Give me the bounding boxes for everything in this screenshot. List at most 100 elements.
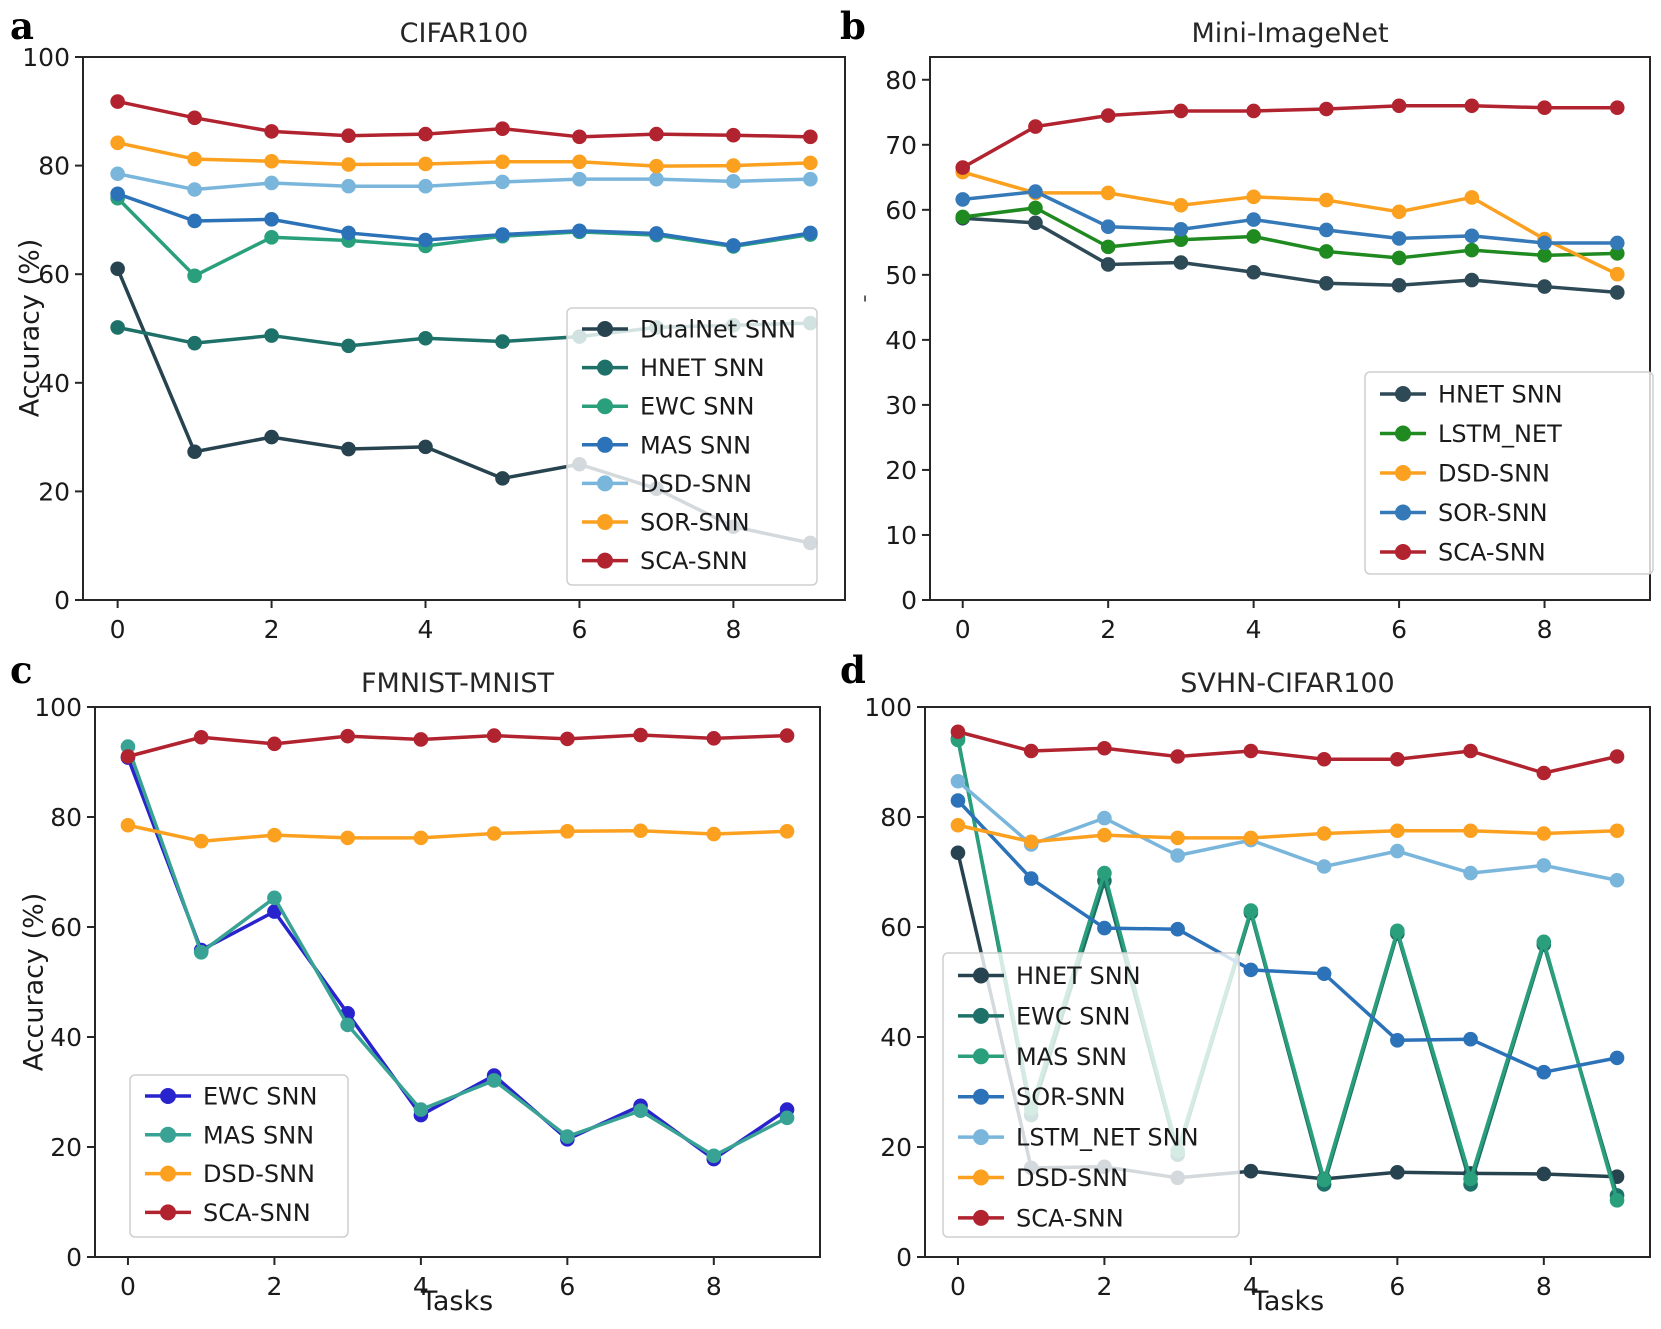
legend-marker-dot [1395,504,1411,521]
data-point-SOR-SNN [1609,1050,1625,1066]
panel-b-plot: 0 10 20 30 40 50 60 70 80 0 2 4 6 8 HNET SNN LSTM_NET DS… [885,56,1654,644]
data-point-MAS-SNN [1536,934,1552,950]
y-tick-label: 60 [880,913,912,942]
data-point-SCA-SNN [1390,751,1405,767]
data-point-SOR-SNN [1173,222,1189,237]
legend-label: DSD-SNN [640,470,752,498]
data-point-HNET-SNN [1100,257,1116,272]
x-tick-label: 8 [706,1272,722,1301]
data-point-DSD-SNN [340,830,355,846]
data-point-MAS-SNN [560,1129,575,1144]
data-point-DSD-SNN [1023,834,1039,850]
data-point-HNET-SNN [1536,1166,1552,1182]
data-point-MAS-SNN [1243,903,1259,918]
series-line-SCA-SNN [956,730,1619,775]
data-point-DualNet-SNN [495,471,510,486]
y-tick-label: 60 [50,913,82,942]
data-point-HNET-SNN [950,845,966,861]
data-point-MAS-SNN [633,1103,648,1118]
data-point-SCA-SNN [341,128,356,144]
data-point-LSTM_NET [1537,248,1552,263]
legend-marker-dot [973,1169,989,1186]
data-point-DSD-SNN [193,833,209,849]
legend-marker-dot [1395,386,1411,402]
x-tick-label: 8 [1537,615,1553,644]
data-point-MAS-SNN [572,223,587,239]
panel-c-plot: 0 20 40 60 80 100 0 2 4 6 8 EWC SNN MAS SNN DSD-SNN SC… [34,693,821,1301]
y-tick-label: 0 [901,586,917,615]
data-point-SOR-SNN [1097,920,1112,936]
legend-marker-dot [1395,465,1411,481]
legend-marker-dot [973,1129,989,1146]
y-tick-label: 20 [880,1133,912,1162]
legend-marker-dot [973,1007,989,1024]
data-point-DSD-SNN [495,174,510,190]
legend-label: EWC SNN [203,1083,317,1111]
data-point-LSTM_NET [955,209,971,225]
data-point-SOR-SNN [1464,228,1480,244]
axes-spines [94,706,821,1258]
data-point-SCA-SNN [264,124,279,139]
data-point-LSTM_NET-SNN [1097,810,1112,826]
y-tick-label: 60 [885,196,917,225]
legend-label: LSTM_NET SNN [1016,1124,1199,1152]
series-line-DSD-SNN [126,823,789,843]
legend-label: SOR-SNN [1016,1083,1126,1111]
data-point-SOR-SNN [264,153,279,169]
x-tick-label: 6 [1391,615,1407,644]
data-point-DSD-SNN [187,182,202,197]
panel-letter-a: a [10,4,34,48]
data-point-SOR-SNN [1023,871,1039,886]
data-point-DSD-SNN [486,826,502,841]
legend-marker-dot [597,321,613,337]
data-point-SOR-SNN [1536,1064,1552,1080]
data-point-DSD-SNN [633,823,648,839]
x-tick-label: 2 [264,615,280,644]
data-point-DSD-SNN [413,830,429,846]
x-tick-label: 0 [955,615,971,644]
y-tick-label: 20 [50,1133,82,1162]
data-point-DSD-SNN [572,171,587,187]
data-point-DSD-SNN [560,824,575,839]
data-point-MAS-SNN [1316,1172,1332,1188]
data-point-HNET-SNN [110,320,125,335]
legend-marker-dot [597,514,613,530]
panel-title-fmnist-mnist: FMNIST-MNIST [361,668,554,699]
x-tick-label: 6 [1389,1272,1405,1301]
legend-label: SCA-SNN [203,1199,311,1227]
legend-label: LSTM_NET [1438,420,1562,448]
legend-label: HNET SNN [640,354,765,382]
x-tick-label: 2 [1100,615,1116,644]
legend-label: SCA-SNN [1016,1204,1124,1232]
data-point-EWC-SNN [264,229,279,245]
data-point-SCA-SNN [950,724,966,740]
data-point-DSD-SNN [1316,826,1332,841]
legend-marker-dot [160,1204,176,1221]
data-point-SCA-SNN [803,129,818,145]
data-point-SCA-SNN [1319,101,1334,117]
data-point-DSD-SNN [1536,826,1552,841]
legend-label: SOR-SNN [1438,499,1548,527]
data-point-SCA-SNN [1243,743,1259,759]
series-line-SOR-SNN [960,189,1620,245]
data-point-DSD-SNN [1463,823,1478,839]
data-point-SCA-SNN [649,126,664,142]
axes-spines [924,706,1651,1258]
data-point-DSD-SNN [1390,823,1405,839]
data-point-SCA-SNN [560,731,575,747]
data-point-HNET-SNN [187,335,202,351]
series-line-SCA-SNN [115,99,813,139]
data-point-SCA-SNN [1246,103,1261,119]
legend-label: SCA-SNN [640,547,748,575]
data-point-SOR-SNN [1537,235,1552,251]
data-point-SCA-SNN [1173,103,1189,119]
legend-marker-dot [973,1209,989,1226]
legend-label: SCA-SNN [1438,539,1546,567]
data-point-DSD-SNN [1170,830,1185,846]
data-point-SOR-SNN [572,154,587,170]
legend-box [942,952,1240,1238]
data-point-EWC-SNN [267,904,282,919]
data-point-SOR-SNN [341,157,356,172]
data-point-SOR-SNN [1028,184,1043,199]
data-point-MAS-SNN [1097,865,1112,881]
